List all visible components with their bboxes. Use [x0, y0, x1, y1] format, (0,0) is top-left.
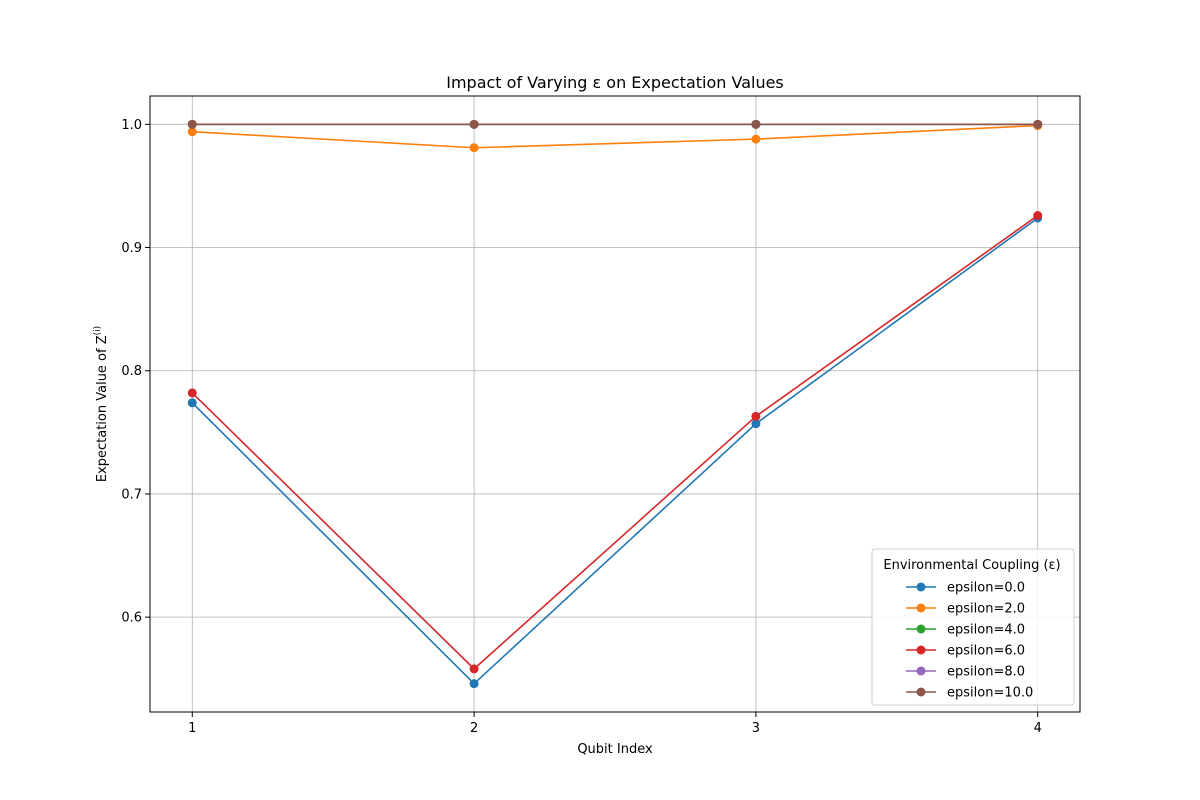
legend-entry: epsilon=2.0	[906, 602, 1025, 617]
data-point	[469, 143, 479, 153]
legend: Environmental Coupling (ε) epsilon=0.0ep…	[871, 548, 1075, 706]
data-point	[187, 398, 197, 408]
legend-marker	[916, 687, 926, 697]
x-tick-label: 1	[188, 721, 196, 736]
x-axis-label: Qubit Index	[577, 742, 653, 757]
y-tick-label: 0.6	[121, 611, 142, 626]
x-tick-label: 4	[1034, 721, 1042, 736]
data-point	[187, 388, 197, 398]
series-line	[191, 214, 1039, 670]
y-tick-label: 0.8	[121, 364, 142, 379]
series-line	[191, 217, 1039, 685]
legend-entry: epsilon=0.0	[906, 581, 1025, 596]
data-point	[469, 679, 479, 689]
legend-label: epsilon=2.0	[947, 602, 1025, 617]
x-tick-label: 2	[470, 721, 478, 736]
series-epsilon-10-0	[187, 119, 1043, 129]
legend-label: epsilon=0.0	[947, 581, 1025, 596]
y-axis-label-main: Expectation Value of Z	[95, 335, 110, 482]
data-point	[1033, 211, 1043, 221]
legend-title: Environmental Coupling (ε)	[883, 558, 1060, 573]
data-point	[751, 134, 761, 144]
legend-entries: epsilon=0.0 epsilon=2.0 epsilon=4.0 epsilon…	[906, 581, 1033, 701]
y-tick-label: 1.0	[121, 118, 142, 133]
series-epsilon-6-0	[187, 211, 1043, 674]
data-point	[469, 664, 479, 674]
legend-label: epsilon=6.0	[947, 644, 1025, 659]
y-axis-label: Expectation Value of Z(i)	[93, 326, 110, 482]
legend-marker	[916, 603, 926, 613]
legend-label: epsilon=10.0	[947, 686, 1033, 701]
legend-marker	[916, 666, 926, 676]
legend-marker	[916, 624, 926, 634]
legend-entry: epsilon=4.0	[906, 623, 1025, 638]
data-point	[187, 119, 197, 129]
chart-title: Impact of Varying ε on Expectation Value…	[446, 73, 784, 92]
x-tick-label: 3	[752, 721, 760, 736]
legend-label: epsilon=4.0	[947, 623, 1025, 638]
legend-entry: epsilon=8.0	[906, 665, 1025, 680]
y-tick-label: 0.7	[121, 487, 142, 502]
legend-label: epsilon=8.0	[947, 665, 1025, 680]
legend-entry: epsilon=6.0	[906, 644, 1025, 659]
tick-layer: 1 2 3 4 0.6 0.7 0.8 0.9 1.0	[121, 118, 1042, 736]
data-point	[751, 419, 761, 429]
y-tick-label: 0.9	[121, 241, 142, 256]
legend-marker	[916, 645, 926, 655]
data-point	[469, 119, 479, 129]
y-axis-label-superscript: (i)	[93, 326, 103, 336]
data-point	[187, 127, 197, 137]
plot-frame	[149, 95, 1081, 713]
legend-marker	[916, 582, 926, 592]
data-point	[751, 119, 761, 129]
series-layer	[187, 119, 1043, 689]
series-line	[192, 124, 1038, 149]
data-point	[1033, 119, 1043, 129]
legend-entry: epsilon=10.0	[906, 686, 1033, 701]
data-point	[751, 411, 761, 421]
